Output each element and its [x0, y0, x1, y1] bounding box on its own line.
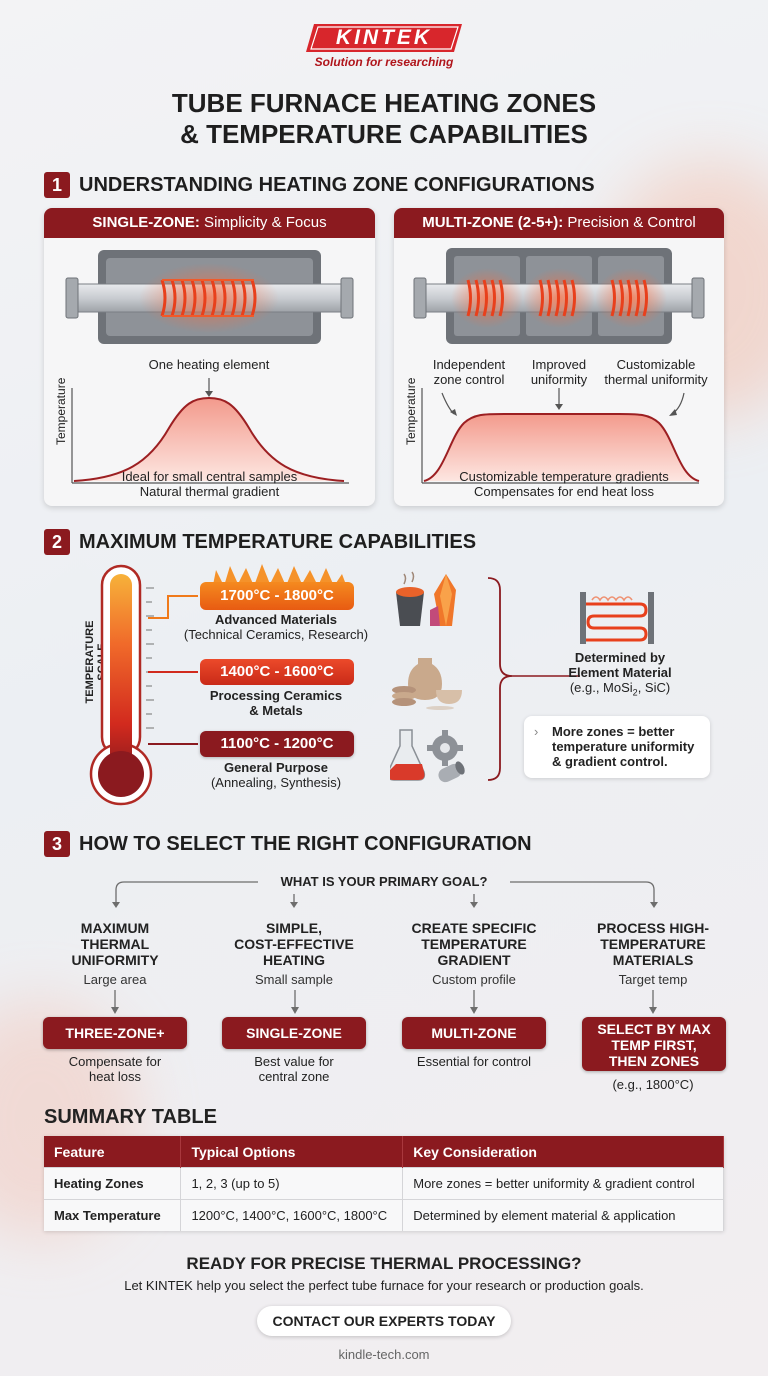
single-zone-card: SINGLE-ZONE: Simplicity & Focus On [44, 208, 375, 506]
crucible-icon [396, 571, 456, 626]
table-cell: Heating Zones [44, 1167, 182, 1200]
table-cell: 1200°C, 1400°C, 1600°C, 1800°C [180, 1199, 404, 1231]
thermometer-icon [89, 564, 198, 806]
goal-sub: Custom profile [432, 972, 516, 987]
goal-note: Essential for control [416, 1054, 532, 1069]
caption-line-2: Compensates for end heat loss [474, 484, 654, 499]
goal-title: MAXIMUM THERMAL UNIFORMITY [71, 920, 159, 968]
footer-url[interactable]: kindle-tech.com [338, 1347, 430, 1362]
goal-sub: Large area [83, 972, 147, 987]
goal-note: (e.g., 1800°C) [612, 1077, 694, 1092]
logo-text: KINTEK [335, 26, 433, 49]
pipe-icon [438, 761, 465, 783]
table-cell: Determined by element material & applica… [402, 1199, 724, 1231]
section-number: 1 [44, 172, 70, 198]
tier-name-1: Advanced Materials [214, 612, 338, 627]
recommendation-pill: SINGLE-ZONE [222, 1017, 366, 1049]
section-title: UNDERSTANDING HEATING ZONE CONFIGURATION… [79, 174, 595, 196]
multi-zone-card: MULTI-ZONE (2-5+): Precision & Control [394, 208, 724, 506]
axis-label: Temperature [54, 377, 68, 445]
recommendation-pill: MULTI-ZONE [402, 1017, 546, 1049]
table-header: Key Consideration [402, 1136, 724, 1168]
recommendation-pill: SELECT BY MAX TEMP FIRST, THEN ZONES [582, 1017, 726, 1071]
tier-name-2: Processing Ceramics [209, 688, 343, 703]
section-number: 2 [44, 529, 70, 555]
table-header: Feature [44, 1136, 182, 1168]
tier-detail-2: & Metals [249, 703, 303, 718]
label-uniformity: Improved uniformity [530, 357, 588, 387]
zones-note: › More zones = better temperature uniform… [524, 716, 710, 778]
summary-table: Feature Typical Options Key Consideratio… [44, 1136, 724, 1231]
flask-icon [390, 729, 465, 783]
caption-line-2: Natural thermal gradient [139, 484, 280, 499]
title-line-2: & TEMPERATURE CAPABILITIES [180, 119, 588, 149]
table-row: Heating Zones 1, 2, 3 (up to 5) More zon… [44, 1167, 724, 1200]
goal-note: Compensate for heat loss [68, 1054, 162, 1084]
section-title: MAXIMUM TEMPERATURE CAPABILITIES [79, 531, 477, 553]
brand-logo: KINTEK [306, 24, 462, 52]
determined-line-1: Determined by [574, 650, 666, 665]
label-zone-control: Independent zone control [432, 357, 506, 387]
pottery-icon [392, 658, 462, 710]
determined-line-2: Element Material [568, 665, 672, 680]
caption-line-1: Ideal for small central samples [121, 469, 298, 484]
brand-tagline: Solution for researching [314, 55, 454, 69]
cta-subtitle: Let KINTEK help you select the perfect t… [124, 1278, 644, 1293]
decision-tree-lines [112, 881, 658, 908]
tier-detail-1: (Technical Ceramics, Research) [183, 627, 369, 642]
bracket-connector [487, 577, 580, 781]
page-title: TUBE FURNACE HEATING ZONES & TEMPERATURE… [40, 88, 728, 150]
table-cell: 1, 2, 3 (up to 5) [180, 1167, 404, 1200]
section-number: 3 [44, 831, 70, 857]
tier-range-3: 1100°C - 1200°C [200, 731, 354, 757]
gear-icon [427, 730, 463, 766]
goal-note: Best value for central zone [254, 1054, 334, 1084]
card-header: SINGLE-ZONE: Simplicity & Focus [44, 208, 375, 238]
label-thermal-uniformity: Customizable thermal uniformity [604, 357, 708, 387]
recommendation-pill: THREE-ZONE+ [43, 1017, 187, 1049]
contact-experts-button[interactable]: CONTACT OUR EXPERTS TODAY [257, 1306, 511, 1336]
furnace-icon [413, 248, 705, 484]
caption-line-1: Customizable temperature gradients [459, 469, 669, 484]
goal-sub: Target temp [618, 972, 688, 987]
goal-title: CREATE SPECIFIC TEMPERATURE GRADIENT [411, 920, 537, 968]
card-header: MULTI-ZONE (2-5+): Precision & Control [394, 208, 724, 238]
table-cell: More zones = better uniformity & gradien… [402, 1167, 724, 1200]
determined-line-3: (e.g., MoSi2, SiC) [569, 680, 671, 698]
goal-arrows [111, 990, 657, 1014]
goal-title: SIMPLE, COST-EFFECTIVE HEATING [234, 920, 354, 968]
chevron-right-icon: › [534, 724, 539, 739]
section-title: HOW TO SELECT THE RIGHT CONFIGURATION [79, 833, 532, 855]
title-line-1: TUBE FURNACE HEATING ZONES [171, 88, 597, 118]
tier-range-2: 1400°C - 1600°C [200, 659, 354, 685]
tier-detail-3: (Annealing, Synthesis) [210, 775, 342, 790]
element-label: One heating element [148, 357, 270, 372]
primary-goal-question: WHAT IS YOUR PRIMARY GOAL? [280, 874, 488, 889]
cta-title: READY FOR PRECISE THERMAL PROCESSING? [186, 1254, 582, 1273]
tier-name-3: General Purpose [223, 760, 329, 775]
summary-title: SUMMARY TABLE [44, 1106, 217, 1128]
table-cell: Max Temperature [44, 1199, 182, 1231]
table-header: Typical Options [180, 1136, 404, 1168]
table-row: Max Temperature 1200°C, 1400°C, 1600°C, … [44, 1199, 724, 1231]
tier-range-1: 1700°C - 1800°C [200, 582, 354, 610]
heating-element-icon [580, 592, 654, 644]
goal-sub: Small sample [254, 972, 334, 987]
goal-title: PROCESS HIGH- TEMPERATURE MATERIALS [596, 920, 709, 968]
furnace-icon [65, 250, 354, 484]
axis-label: Temperature [404, 377, 418, 445]
